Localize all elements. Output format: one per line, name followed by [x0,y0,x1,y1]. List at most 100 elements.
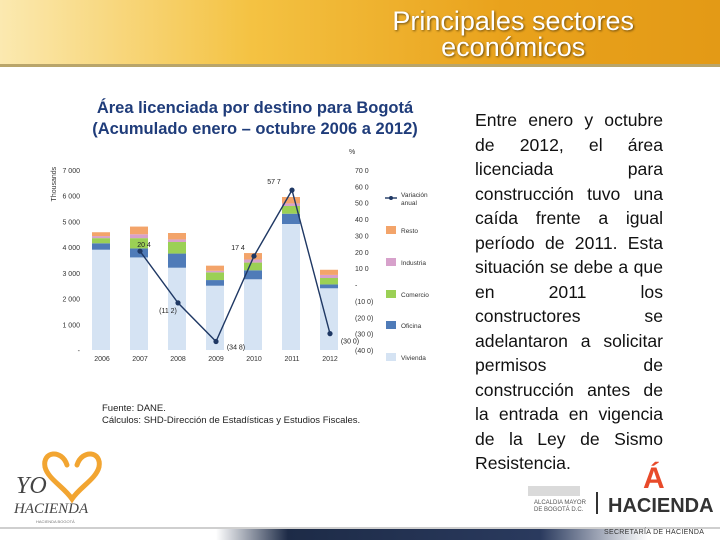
y2-tick-label: 60 0 [355,184,369,191]
bar-oficina-2012 [320,284,338,289]
bar-vivienda-2010 [244,279,262,350]
x-tick-label: 2011 [284,356,299,363]
bar-resto-2009 [206,265,224,271]
bar-vivienda-2011 [282,224,300,350]
bar-industria-2009 [206,270,224,273]
bar-industria-2011 [282,203,300,206]
bar-industria-2007 [130,234,148,239]
line-point-2007 [137,248,143,254]
x-tick-label: 2010 [246,356,262,363]
y-tick-label: 7 000 [62,168,80,175]
legend-label: Variación anual [401,192,428,207]
bar-comercio-2009 [206,272,224,281]
bar-oficina-2008 [168,253,186,268]
source-note: Fuente: DANE. Cálculos: SHD-Dirección de… [102,403,360,427]
page-title: Principales sectores económicos [392,8,634,62]
bar-industria-2012 [320,274,338,278]
footer-line [0,527,720,529]
bar-industria-2010 [244,259,262,263]
bar-resto-2011 [282,197,300,204]
data-label: 57 7 [267,179,281,186]
bar-vivienda-2007 [130,257,148,350]
data-label: (34 8) [227,344,245,351]
logo-alcaldia-line2: DE BOGOTÁ D.C. [534,506,584,513]
bar-comercio-2011 [282,206,300,214]
x-tick-label: 2009 [208,356,224,363]
bar-oficina-2009 [206,280,224,286]
bar-comercio-2010 [244,262,262,271]
logo-yo-text: YO [16,473,47,499]
header-divider [0,64,720,67]
y2-tick-label: - [355,283,358,290]
legend-label: Vivienda [401,355,426,362]
chart: - 1 000 2 000 3 000 4 000 5 000 6 000 7 000 Thou… [51,149,429,363]
line-point-2008 [175,300,181,306]
logo-alcaldia-line1: ALCALDIA MAYOR [534,500,587,506]
y-tick-label: - [78,348,81,355]
y2-tick-label: 20 0 [355,250,369,257]
line-series: 20 4 (11 2) (34 8) 17 4 57 7 (30 0) [137,179,359,351]
y-tick-label: 5 000 [62,219,80,226]
legend-swatch [386,258,396,266]
header-bar [0,0,720,64]
y2-tick-label: 70 0 [355,168,369,175]
chart-title: Área licenciada por destino para Bogotá … [60,98,450,140]
bar-vivienda-2012 [320,288,338,350]
alcaldia-logo: Á ALCALDIA MAYOR DE BOGOTÁ D.C. HACIENDA [528,461,714,517]
x-tick-label: 2008 [170,356,186,363]
y2-tick-label: (40 0) [355,348,373,355]
legend-swatch-dot [389,196,393,200]
chart-title-line2: (Acumulado enero – octubre 2006 a 2012) [92,120,418,138]
line-point-2010 [251,253,257,259]
legend-label: Comercio [401,292,429,299]
legend-swatch [386,353,396,361]
line-variacion-anual [139,188,331,343]
data-label: (11 2) [159,308,177,315]
source-line1: Fuente: DANE. [102,403,166,414]
yo-hacienda-logo: YO HACIENDA HACIENDA BOGOTÁ [13,451,102,524]
bar-industria-2008 [168,239,186,242]
chart-title-line1: Área licenciada por destino para Bogotá [96,99,414,117]
footer-bar [0,529,720,540]
x-tick-label: 2006 [94,356,110,363]
bar-comercio-2007 [130,238,148,249]
line-point-2011 [289,187,295,193]
legend-label: Resto [401,228,418,235]
x-tick-label: 2012 [322,356,338,363]
legend-swatch [386,321,396,329]
bar-comercio-2006 [92,238,110,244]
y-tick-label: 3 000 [62,271,80,278]
page-title-line2: económicos [441,32,586,62]
heart-icon [42,451,102,504]
y-tick-label: 2 000 [62,297,80,304]
line-point-2009 [213,338,219,345]
y2-tick-label: 30 0 [355,233,369,240]
logo-small-text: HACIENDA BOGOTÁ [36,519,75,524]
y2-tick-label: (20 0) [355,315,373,322]
bar-resto-2008 [168,233,186,240]
y2-tick-label: (30 0) [355,332,373,339]
logo-accent-letter: Á [643,461,665,495]
bar-comercio-2012 [320,278,338,285]
y-axis-left: - 1 000 2 000 3 000 4 000 5 000 6 000 7 000 Thou… [51,166,81,355]
bar-oficina-2011 [282,213,300,224]
data-label: 20 4 [137,242,151,249]
y-tick-label: 6 000 [62,194,80,201]
y2-tick-label: (10 0) [355,299,373,306]
logo-separator [596,492,598,514]
bar-oficina-2010 [244,270,262,280]
bar-oficina-2006 [92,243,110,250]
y2-tick-label: 10 0 [355,266,369,273]
logo-hacienda-word: HACIENDA [608,495,714,517]
y-axis-title: Thousands [51,166,58,201]
x-axis-labels: 2006 2007 2008 2009 2010 2011 2012 [94,356,338,363]
logo-hacienda-text: HACIENDA [13,501,89,517]
y2-axis-title: % [349,149,355,156]
y-tick-label: 1 000 [62,322,80,329]
bar-comercio-2008 [168,242,186,254]
y-tick-label: 4 000 [62,245,80,252]
source-line2: Cálculos: SHD-Dirección de Estadísticas … [102,415,361,426]
legend: Variación anual Resto Industria Comercio Ofic… [385,192,429,362]
bar-vivienda-2008 [168,267,186,350]
bar-vivienda-2006 [92,249,110,350]
